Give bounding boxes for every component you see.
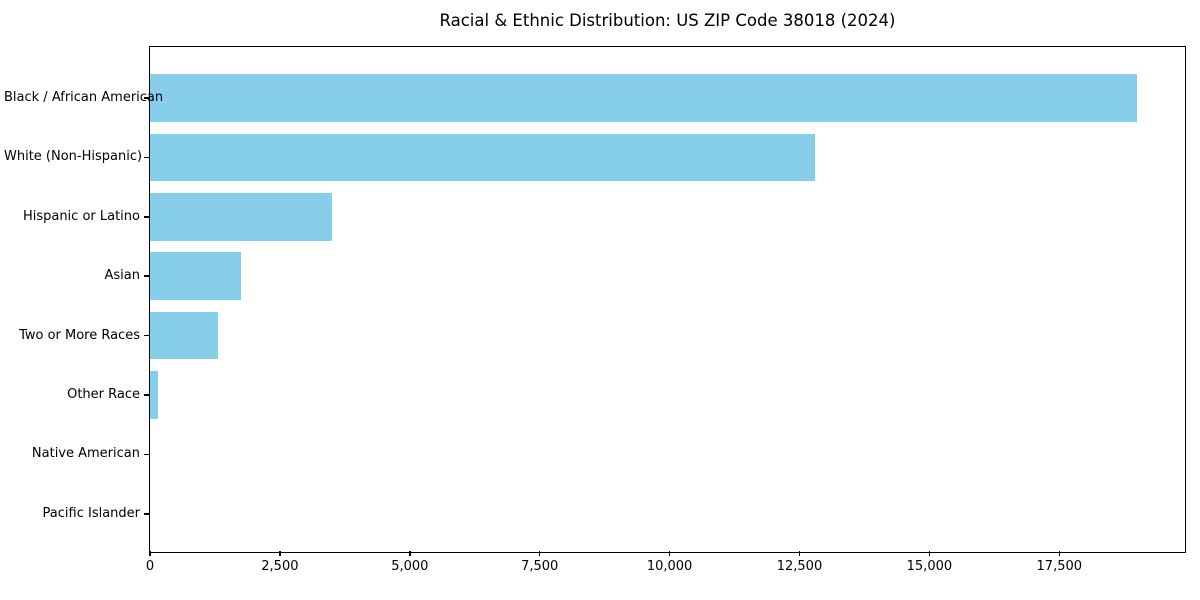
x-tick-mark [1058,551,1061,556]
bar-black-african-american [150,74,1138,122]
x-tick-label: 12,500 [776,559,823,574]
y-tick-label: Two or More Races [19,327,140,343]
y-tick-mark [143,334,149,337]
x-tick-label: 2,500 [261,559,299,574]
bar-two-or-more-races [150,311,218,360]
x-tick-mark [668,551,671,556]
bar-other-race [150,371,158,419]
y-tick-mark [143,97,149,99]
y-tick-mark [143,275,149,277]
bar-asian [150,252,241,300]
x-tick-mark [279,551,281,556]
x-tick-label: 5,000 [391,559,429,574]
y-tick-label: Other Race [67,387,140,402]
y-tick-mark [143,156,149,159]
plot-area: Black / African American White (Non-Hispa… [4,46,1186,574]
x-tick-mark [538,551,541,556]
x-tick-mark [798,551,801,556]
x-tick-label: 7,500 [521,559,559,574]
x-tick-label: 0 [145,559,155,574]
bar-hispanic-or-latino [150,193,332,241]
y-tick-mark [143,453,149,456]
y-tick-mark [143,394,149,396]
y-tick-label: Black / African American [4,90,164,105]
x-tick-mark [409,551,411,556]
y-tick-label: Pacific Islander [42,505,140,521]
x-tick-label: 17,500 [1036,559,1083,574]
x-tick-label: 10,000 [646,559,693,574]
y-tick-mark [143,216,149,218]
bar-white-non-hispanic [150,133,816,182]
y-tick-mark [143,513,149,515]
x-tick-mark [149,551,151,556]
x-tick-label: 15,000 [906,559,953,574]
y-tick-label: Hispanic or Latino [22,208,140,224]
chart-title: Racial & Ethnic Distribution: US ZIP Cod… [439,11,896,30]
y-tick-label: White (Non-Hispanic) [4,149,143,165]
y-tick-label: Asian [104,268,140,284]
y-tick-label: Native American [31,446,140,462]
x-tick-mark [928,551,931,556]
